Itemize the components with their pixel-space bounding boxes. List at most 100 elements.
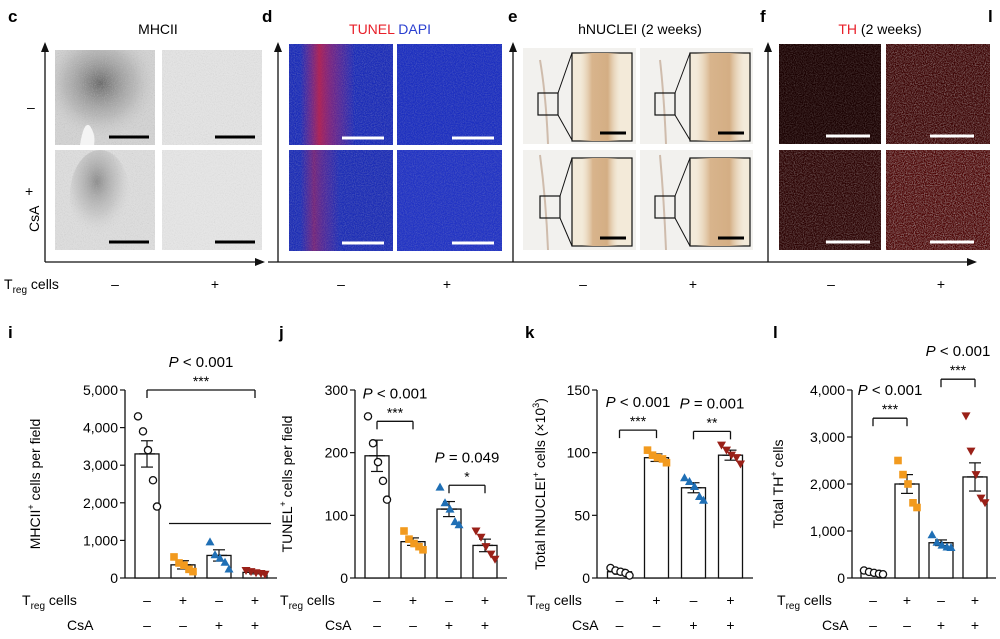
y-label-rest: cells per field bbox=[27, 419, 43, 505]
csa-label: CsA bbox=[67, 617, 94, 633]
y-tick-label: 2,000 bbox=[810, 476, 845, 492]
title-th: TH bbox=[838, 21, 857, 37]
p-value: P < 0.001 bbox=[169, 354, 234, 371]
top-row: c MHCII – + CsA bbox=[4, 7, 993, 296]
data-point bbox=[152, 502, 162, 511]
treg-sign: + bbox=[652, 592, 660, 608]
data-point bbox=[368, 439, 378, 448]
micrograph-c-3 bbox=[55, 150, 155, 250]
data-point bbox=[224, 564, 234, 573]
data-point bbox=[486, 550, 496, 559]
csa-sign: + bbox=[481, 617, 489, 633]
data-point bbox=[490, 555, 500, 564]
csa-sign: – bbox=[653, 617, 661, 633]
p-value: P < 0.001 bbox=[606, 394, 671, 411]
y-tick-label: 1,000 bbox=[83, 532, 118, 548]
treg-sign: – bbox=[143, 592, 151, 608]
data-point bbox=[170, 553, 178, 561]
treg-sign: + bbox=[903, 592, 911, 608]
p-op: < 0.001 bbox=[373, 385, 428, 402]
y-tick-label: 4,000 bbox=[83, 420, 118, 436]
data-point bbox=[148, 475, 158, 485]
treg-sign: + bbox=[726, 592, 734, 608]
data-point bbox=[878, 569, 888, 579]
data-point bbox=[210, 550, 220, 559]
data-point bbox=[410, 539, 418, 548]
micrograph-e-1 bbox=[523, 48, 636, 145]
treg-sign: + bbox=[481, 592, 489, 608]
treg-sign: – bbox=[445, 592, 453, 608]
data-point bbox=[961, 412, 971, 421]
data-point bbox=[732, 454, 741, 463]
bar bbox=[436, 508, 462, 579]
p-value: P = 0.049 bbox=[435, 449, 500, 466]
data-point bbox=[471, 527, 481, 536]
p-op: < 0.001 bbox=[616, 394, 671, 411]
bar bbox=[364, 455, 390, 579]
panel-e: e hNUCLEI (2 weeks) bbox=[508, 7, 753, 292]
data-point bbox=[143, 445, 153, 455]
data-point bbox=[937, 540, 947, 549]
data-point bbox=[435, 482, 445, 491]
bar bbox=[643, 457, 670, 579]
data-point bbox=[476, 533, 486, 542]
treg-sign: – bbox=[215, 592, 223, 608]
csa-sign: + bbox=[937, 617, 945, 633]
p-value: P < 0.001 bbox=[363, 385, 428, 402]
micrograph-d-3 bbox=[289, 150, 393, 251]
y-label-main: TUNEL bbox=[279, 506, 295, 552]
y-label-sup: + bbox=[531, 472, 541, 477]
y-axis-label: Total hNUCLEI+ cells (×103) bbox=[531, 398, 548, 570]
data-point bbox=[976, 494, 986, 503]
csa-sign: + bbox=[689, 617, 697, 633]
micrograph-d-4 bbox=[397, 150, 502, 251]
p-value: P < 0.001 bbox=[858, 382, 923, 399]
panel-letter-d: d bbox=[262, 7, 272, 26]
y-tick-label: 150 bbox=[567, 382, 591, 398]
significance-stars: ** bbox=[707, 414, 718, 430]
treg-T: T bbox=[527, 592, 536, 608]
treg-sign-minus: – bbox=[111, 276, 119, 292]
y-label-sup2: 3 bbox=[531, 403, 541, 408]
data-point bbox=[185, 565, 193, 574]
csa-sign: + bbox=[445, 617, 453, 633]
data-point bbox=[662, 458, 671, 467]
treg-sign-plus: + bbox=[937, 276, 945, 292]
data-point bbox=[699, 495, 708, 504]
treg-sign: – bbox=[869, 592, 877, 608]
treg-sign: – bbox=[616, 592, 624, 608]
y-axis-label: MHCII+ cells per field bbox=[26, 419, 43, 550]
y-tick-label: 2,000 bbox=[83, 495, 118, 511]
data-point bbox=[363, 412, 373, 421]
y-tick-label: 200 bbox=[325, 445, 349, 461]
panel-letter-i: i bbox=[8, 323, 13, 342]
data-point bbox=[415, 542, 423, 551]
csa-sign: + bbox=[215, 617, 223, 633]
treg-sign: + bbox=[409, 592, 417, 608]
treg-cells-label-top: Treg cells bbox=[4, 276, 59, 296]
treg-sign-minus: – bbox=[579, 276, 587, 292]
data-point bbox=[894, 456, 902, 465]
title-2weeks: (2 weeks) bbox=[857, 21, 922, 37]
data-point bbox=[653, 453, 662, 462]
treg-rest: cells bbox=[45, 592, 77, 608]
p-letter: P bbox=[363, 385, 373, 402]
panel-d-axes bbox=[274, 42, 282, 262]
micrograph-f-4 bbox=[886, 150, 990, 250]
title-mhcii: MHCII bbox=[138, 21, 178, 37]
row-label-plus: + bbox=[25, 183, 33, 199]
panel-d: d TUNEL DAPI bbox=[262, 7, 502, 292]
treg-sub: reg bbox=[786, 601, 800, 612]
p-value: P = 0.001 bbox=[680, 395, 745, 412]
panel-letter-j: j bbox=[278, 323, 284, 342]
panel-letter-c: c bbox=[8, 7, 17, 26]
bar bbox=[717, 454, 744, 579]
data-point bbox=[378, 476, 388, 486]
y-tick-label: 0 bbox=[340, 570, 348, 586]
treg-cells-label: Treg cells bbox=[280, 592, 335, 612]
significance-stars: *** bbox=[630, 413, 647, 429]
panel-e-title: hNUCLEI (2 weeks) bbox=[578, 21, 702, 37]
